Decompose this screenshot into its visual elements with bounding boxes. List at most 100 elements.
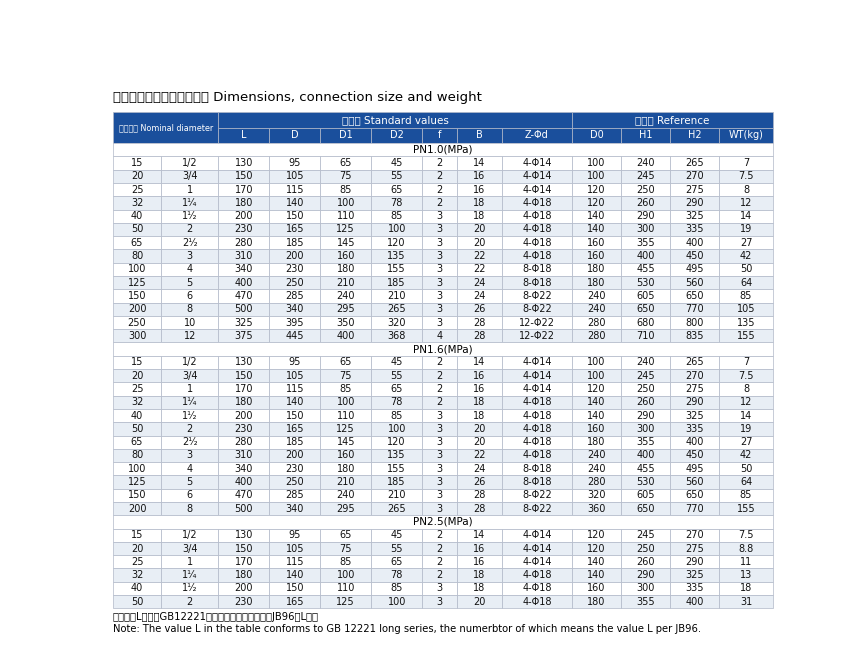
Bar — [670, 409, 719, 422]
Text: 325: 325 — [685, 570, 704, 580]
Bar — [422, 197, 457, 210]
Bar — [670, 290, 719, 303]
Text: 140: 140 — [286, 570, 304, 580]
Bar — [269, 502, 320, 515]
Bar — [422, 329, 457, 343]
Bar — [457, 409, 502, 422]
Bar — [269, 316, 320, 329]
Bar — [502, 542, 572, 555]
Text: 450: 450 — [685, 450, 704, 460]
Text: 27: 27 — [740, 238, 753, 248]
Bar — [572, 475, 621, 489]
Text: 20: 20 — [474, 597, 486, 607]
Text: 210: 210 — [337, 278, 355, 288]
Text: 135: 135 — [387, 450, 406, 460]
Text: 120: 120 — [587, 185, 606, 195]
Text: 710: 710 — [636, 331, 655, 341]
Bar — [670, 329, 719, 343]
Bar — [320, 475, 371, 489]
Text: 8-Φ22: 8-Φ22 — [522, 503, 552, 514]
Text: 180: 180 — [337, 264, 355, 274]
Text: 4-Φ14: 4-Φ14 — [522, 158, 552, 168]
Text: 3: 3 — [437, 597, 443, 607]
Bar — [572, 422, 621, 436]
Text: 210: 210 — [337, 477, 355, 487]
Text: 280: 280 — [587, 477, 606, 487]
Bar — [670, 250, 719, 263]
Bar — [670, 210, 719, 223]
Text: 18: 18 — [474, 410, 486, 420]
Bar — [422, 263, 457, 276]
Text: 285: 285 — [286, 291, 304, 301]
Bar — [670, 436, 719, 449]
Text: 320: 320 — [587, 490, 606, 501]
Text: 200: 200 — [235, 211, 253, 221]
Text: 400: 400 — [636, 251, 655, 261]
Bar — [269, 197, 320, 210]
Bar — [572, 263, 621, 276]
Text: 85: 85 — [339, 185, 352, 195]
Bar — [219, 356, 269, 369]
Bar — [113, 515, 773, 529]
Bar — [422, 290, 457, 303]
Bar — [422, 356, 457, 369]
Text: 85: 85 — [339, 384, 352, 394]
Bar — [719, 170, 773, 183]
Bar — [572, 436, 621, 449]
Text: WT(kg): WT(kg) — [728, 130, 764, 140]
Bar — [719, 582, 773, 595]
Text: 3/4: 3/4 — [182, 171, 197, 181]
Bar — [320, 197, 371, 210]
Text: 5: 5 — [187, 477, 193, 487]
Bar — [670, 449, 719, 462]
Bar — [161, 369, 219, 382]
Bar — [320, 223, 371, 236]
Text: 140: 140 — [587, 570, 606, 580]
Bar — [219, 210, 269, 223]
Bar — [572, 449, 621, 462]
Text: 300: 300 — [636, 424, 655, 434]
Text: 230: 230 — [235, 424, 253, 434]
Text: 290: 290 — [685, 557, 704, 567]
Bar — [219, 595, 269, 608]
Bar — [457, 183, 502, 197]
Bar — [320, 329, 371, 343]
Text: 240: 240 — [587, 450, 606, 460]
Bar — [572, 529, 621, 542]
Text: 28: 28 — [474, 317, 486, 327]
Bar — [113, 555, 161, 568]
Text: 7.5: 7.5 — [738, 371, 754, 380]
Bar — [572, 382, 621, 396]
Bar — [161, 356, 219, 369]
Bar — [269, 170, 320, 183]
Text: 标准值 Standard values: 标准值 Standard values — [342, 115, 449, 125]
Bar — [670, 582, 719, 595]
Text: 150: 150 — [286, 584, 304, 594]
Bar — [621, 489, 670, 502]
Text: 155: 155 — [737, 503, 755, 514]
Bar — [113, 462, 161, 475]
Bar — [457, 595, 502, 608]
Text: 140: 140 — [587, 557, 606, 567]
Bar — [219, 156, 269, 170]
Text: 130: 130 — [235, 357, 253, 367]
Text: 400: 400 — [685, 238, 704, 248]
Bar — [457, 369, 502, 382]
Text: 26: 26 — [474, 304, 486, 314]
Text: 19: 19 — [740, 424, 753, 434]
Text: 3: 3 — [437, 264, 443, 274]
Text: 80: 80 — [131, 251, 143, 261]
Text: 28: 28 — [474, 331, 486, 341]
Bar — [719, 197, 773, 210]
Bar — [113, 595, 161, 608]
Bar — [502, 582, 572, 595]
Bar — [219, 449, 269, 462]
Text: 160: 160 — [587, 251, 606, 261]
Bar — [219, 197, 269, 210]
Bar — [422, 156, 457, 170]
Text: 335: 335 — [685, 584, 704, 594]
Bar — [371, 489, 422, 502]
Bar — [621, 183, 670, 197]
Text: 20: 20 — [474, 424, 486, 434]
Bar — [113, 316, 161, 329]
